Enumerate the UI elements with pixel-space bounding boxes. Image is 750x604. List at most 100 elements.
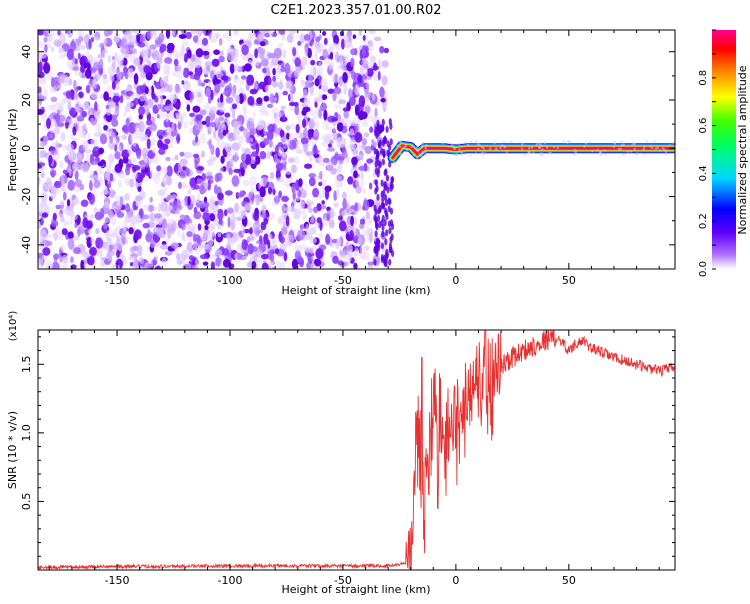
ridge-halo-speck bbox=[495, 148, 498, 151]
noise-speck bbox=[352, 117, 359, 125]
ridge-halo-speck bbox=[548, 151, 552, 155]
noise-speck bbox=[109, 173, 114, 182]
noise-speck bbox=[183, 261, 192, 269]
x-tick-label: -50 bbox=[334, 274, 352, 287]
noise-speck bbox=[196, 30, 201, 37]
noise-speck bbox=[307, 130, 313, 140]
noise-speck bbox=[69, 256, 74, 264]
noise-speck bbox=[117, 236, 122, 245]
noise-speck bbox=[53, 39, 62, 47]
noise-speck bbox=[104, 217, 109, 224]
noise-speck bbox=[204, 179, 209, 190]
noise-speck bbox=[308, 72, 314, 84]
noise-speck bbox=[192, 105, 201, 113]
noise-speck bbox=[258, 81, 266, 90]
noise-speck bbox=[127, 68, 134, 78]
noise-speck bbox=[190, 198, 198, 205]
noise-speck bbox=[91, 69, 96, 74]
noise-speck bbox=[139, 130, 146, 142]
noise-speck bbox=[285, 125, 291, 131]
noise-speck bbox=[334, 104, 342, 110]
noise-speck bbox=[283, 179, 292, 188]
noise-speck bbox=[241, 147, 246, 154]
noise-speck bbox=[66, 48, 74, 61]
noise-speck bbox=[209, 227, 216, 238]
noise-speck bbox=[229, 63, 235, 74]
noise-speck bbox=[266, 216, 275, 221]
noise-speck bbox=[254, 80, 258, 90]
noise-speck bbox=[198, 200, 205, 209]
noise-speck bbox=[220, 155, 225, 164]
noise-speck bbox=[274, 124, 278, 135]
noise-speck bbox=[149, 138, 157, 146]
noise-speck bbox=[114, 52, 118, 63]
noise-speck bbox=[88, 193, 96, 205]
noise-speck bbox=[234, 202, 240, 213]
noise-speck bbox=[327, 88, 335, 94]
y-tick-label: -20 bbox=[20, 188, 33, 206]
noise-speck bbox=[188, 255, 195, 261]
ridge-halo-speck bbox=[535, 143, 539, 146]
noise-speck bbox=[46, 118, 51, 129]
noise-speck bbox=[231, 175, 240, 187]
noise-speck bbox=[199, 230, 208, 241]
noise-speck bbox=[135, 217, 140, 225]
noise-speck bbox=[303, 127, 309, 139]
noise-speck bbox=[256, 124, 264, 131]
noise-speck bbox=[190, 30, 198, 35]
noise-speck bbox=[194, 247, 202, 254]
noise-speck bbox=[193, 71, 201, 81]
ridge-halo-speck bbox=[460, 153, 463, 156]
noise-speck bbox=[258, 235, 263, 244]
noise-speck bbox=[108, 180, 112, 189]
noise-speck bbox=[75, 179, 82, 188]
noise-streak bbox=[374, 215, 378, 223]
noise-speck bbox=[132, 200, 137, 211]
noise-speck bbox=[251, 246, 258, 252]
noise-speck bbox=[244, 154, 252, 166]
noise-speck bbox=[219, 50, 225, 57]
noise-speck bbox=[166, 42, 175, 51]
noise-speck bbox=[226, 207, 234, 214]
noise-speck bbox=[181, 112, 187, 119]
noise-speck bbox=[314, 78, 320, 87]
noise-speck bbox=[211, 254, 217, 260]
noise-streak bbox=[388, 198, 392, 206]
noise-speck bbox=[132, 171, 138, 180]
noise-speck bbox=[147, 228, 151, 236]
noise-speck bbox=[281, 34, 286, 41]
noise-speck bbox=[179, 50, 185, 62]
noise-speck bbox=[135, 195, 143, 202]
noise-speck bbox=[194, 159, 198, 170]
noise-speck bbox=[94, 101, 98, 113]
noise-speck bbox=[365, 82, 370, 89]
noise-speck bbox=[181, 184, 190, 189]
noise-speck bbox=[233, 74, 240, 84]
noise-speck bbox=[128, 256, 137, 261]
noise-speck bbox=[215, 147, 220, 158]
noise-speck bbox=[127, 149, 132, 155]
noise-speck bbox=[59, 245, 66, 251]
noise-speck bbox=[286, 140, 290, 146]
colorbar-tick-label: 0.8 bbox=[698, 70, 709, 86]
ridge-halo-speck bbox=[420, 154, 423, 158]
noise-speck bbox=[164, 114, 172, 119]
noise-speck bbox=[363, 132, 370, 138]
spectrogram-noise bbox=[38, 30, 395, 269]
ridge-halo-speck bbox=[588, 140, 591, 144]
ridge-halo-speck bbox=[406, 148, 409, 152]
noise-speck bbox=[182, 67, 190, 79]
noise-speck bbox=[362, 119, 369, 128]
ridge-halo-speck bbox=[622, 153, 625, 156]
noise-streak bbox=[374, 230, 378, 238]
noise-streak bbox=[374, 160, 378, 168]
noise-speck bbox=[319, 220, 323, 231]
noise-speck bbox=[123, 111, 127, 118]
noise-speck bbox=[232, 120, 239, 131]
noise-speck bbox=[57, 84, 62, 89]
noise-speck bbox=[209, 70, 215, 80]
noise-speck bbox=[222, 32, 227, 39]
noise-speck bbox=[331, 122, 337, 133]
noise-speck bbox=[64, 74, 69, 84]
